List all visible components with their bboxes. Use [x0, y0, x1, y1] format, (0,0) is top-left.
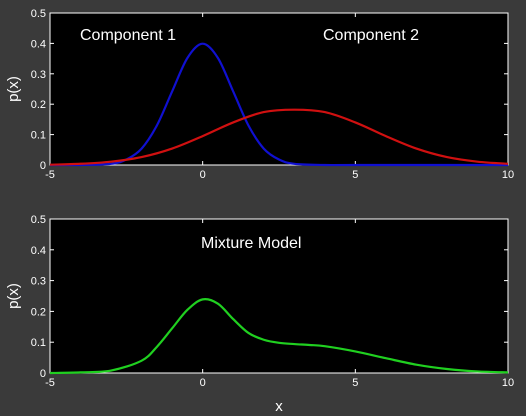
- bottom-plot-area: [49, 218, 509, 374]
- x-tick-label: 0: [200, 377, 206, 389]
- top-plot-area: [49, 12, 509, 166]
- y-tick-label: 0: [40, 368, 46, 380]
- x-tick-label: 10: [502, 169, 514, 181]
- x-tick-label: 5: [352, 377, 358, 389]
- series-line-mixture: [49, 298, 509, 375]
- y-tick-label: 0.4: [31, 38, 46, 50]
- component-2-label: Component 2: [323, 27, 419, 44]
- top-panel: 00.10.20.30.40.5 -5 0 5 10 p(x) Component 1…: [5, 8, 514, 181]
- mixture-model-label: Mixture Model: [201, 235, 301, 252]
- top-curves: [49, 42, 509, 167]
- bottom-x-axis-label: x: [275, 398, 283, 415]
- x-tick-label: -5: [45, 169, 55, 181]
- y-tick-label: 0.3: [31, 69, 46, 81]
- bottom-y-axis-label: p(x): [5, 283, 22, 309]
- bottom-x-ticks: -5 0 5 10: [45, 219, 514, 389]
- top-y-ticks: 0 0.1 0.2 0.3 0.4 0.5: [31, 8, 508, 172]
- x-tick-label: 5: [352, 169, 358, 181]
- y-tick-label: 0.2: [31, 99, 46, 111]
- y-tick-label: 0: [40, 160, 46, 172]
- y-tick-label: 0.5: [31, 8, 46, 20]
- x-tick-label: -5: [45, 377, 55, 389]
- top-y-axis-label: p(x): [5, 76, 22, 102]
- y-tick-label: 0.2: [31, 306, 46, 318]
- bottom-curves: [49, 298, 509, 375]
- series-line-component-2: [49, 108, 509, 166]
- x-tick-label: 0: [200, 169, 206, 181]
- y-tick-label: 0.5: [31, 214, 46, 226]
- top-x-ticks: -5 0 5 10: [45, 13, 514, 181]
- bottom-y-ticks: 0 0.1 0.2 0.3 0.4 0.5: [31, 214, 508, 380]
- y-tick-label: 0.1: [31, 130, 46, 142]
- component-1-label: Component 1: [80, 27, 176, 44]
- x-tick-label: 10: [502, 377, 514, 389]
- bottom-panel: 00.10.20.30.40.5 -5 0 5 10 p(x) x Mixture M…: [5, 214, 514, 415]
- y-tick-label: 0.3: [31, 276, 46, 288]
- y-tick-label: 0.4: [31, 245, 46, 257]
- y-tick-label: 0.1: [31, 337, 46, 349]
